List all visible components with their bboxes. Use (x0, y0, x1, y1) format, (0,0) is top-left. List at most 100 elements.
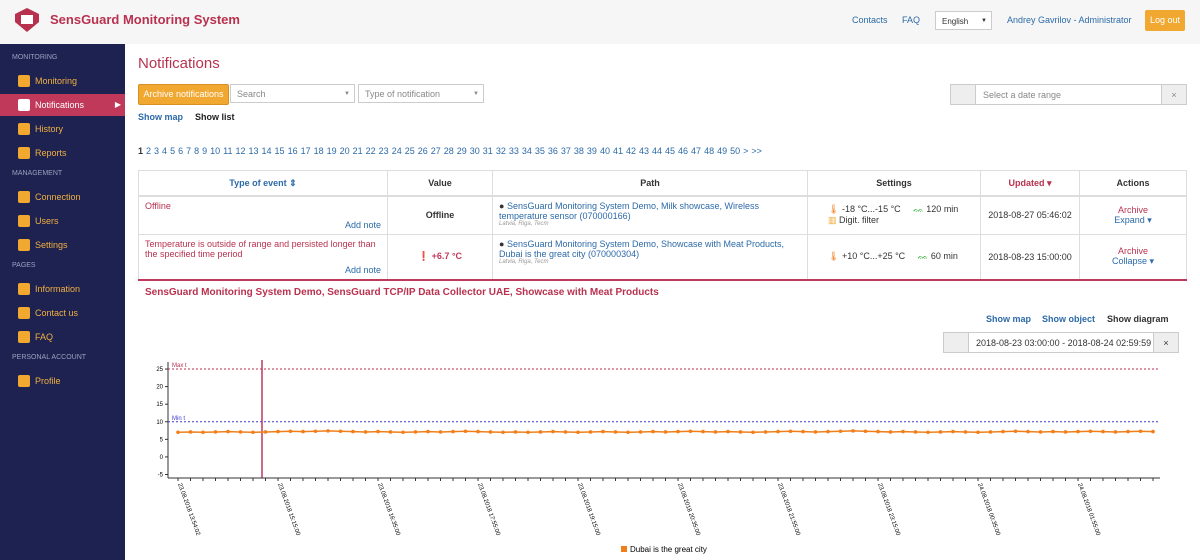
page-link[interactable]: 4 (162, 146, 168, 156)
page-link[interactable]: 6 (178, 146, 184, 156)
page-link[interactable]: 16 (287, 146, 298, 156)
menu-item[interactable]: Reports (0, 142, 125, 164)
page-link[interactable]: 33 (508, 146, 519, 156)
toggle-link[interactable]: Expand (1114, 214, 1145, 225)
menu-item[interactable]: Notifications ▶ (0, 94, 125, 116)
page-link[interactable]: > (743, 146, 749, 156)
page-link[interactable]: 43 (638, 146, 649, 156)
page-link[interactable]: 35 (534, 146, 545, 156)
page-link[interactable]: 42 (625, 146, 636, 156)
page-link[interactable]: 12 (235, 146, 246, 156)
search-input[interactable]: Search ▼ (230, 84, 355, 103)
tab[interactable]: Show diagram (1107, 314, 1169, 324)
page-link[interactable]: 5 (170, 146, 176, 156)
point (338, 429, 343, 434)
page-link[interactable]: 1 (138, 146, 144, 156)
page-link[interactable]: 38 (573, 146, 584, 156)
page-link[interactable]: 39 (586, 146, 597, 156)
page-link[interactable]: 24 (391, 146, 402, 156)
menu-item[interactable]: Connection (0, 186, 125, 208)
page-link[interactable]: 9 (202, 146, 208, 156)
page-link[interactable]: 7 (186, 146, 192, 156)
page-link[interactable]: 27 (430, 146, 441, 156)
nav-link[interactable]: FAQ (902, 15, 921, 25)
page-link[interactable]: 21 (352, 146, 363, 156)
add-note[interactable]: Add note (344, 265, 381, 275)
toggle-link[interactable]: Collapse (1111, 256, 1147, 267)
menu-item[interactable]: Contact us (0, 302, 125, 324)
threshold-label: Min t (172, 416, 185, 422)
page-link[interactable]: 31 (482, 146, 493, 156)
path[interactable]: SensGuard Monitoring System Demo, Showca… (499, 238, 785, 259)
user[interactable]: Andrey Gavrilov - Administrator (1007, 15, 1132, 25)
detail-date-range[interactable]: 2018-08-23 03:00:00 - 2018-08-24 02:59:5… (943, 332, 1179, 353)
page-link[interactable]: 10 (210, 146, 221, 156)
menu-label: Notifications (35, 100, 85, 110)
page-link[interactable]: 18 (313, 146, 324, 156)
archive-link[interactable]: Archive (1117, 204, 1148, 215)
language-select[interactable]: English ▼ (935, 11, 992, 30)
page-link[interactable]: 19 (326, 146, 337, 156)
type-select[interactable]: Type of notification ▼ (358, 84, 484, 103)
menu-item[interactable]: Users (0, 210, 125, 232)
page-link[interactable]: 26 (417, 146, 428, 156)
tab[interactable]: Show map (986, 314, 1032, 324)
menu-item[interactable]: Profile (0, 370, 125, 392)
point (276, 429, 280, 434)
page-link[interactable]: 44 (652, 146, 663, 156)
page-link[interactable]: 32 (495, 146, 506, 156)
archive-link[interactable]: Archive (1117, 246, 1148, 257)
point (1101, 429, 1105, 434)
path[interactable]: SensGuard Monitoring System Demo, Milk s… (499, 201, 760, 221)
page-link[interactable]: 34 (521, 146, 532, 156)
add-note[interactable]: Add note (344, 219, 381, 230)
page-link[interactable]: >> (751, 146, 762, 156)
page-link[interactable]: 2 (146, 146, 152, 156)
page-link[interactable]: 22 (365, 146, 376, 156)
page-link[interactable]: 36 (547, 146, 558, 156)
tab[interactable]: Show object (1042, 314, 1096, 324)
page-link[interactable]: 28 (443, 146, 454, 156)
tab[interactable]: Show list (195, 112, 235, 122)
page-link[interactable]: 41 (612, 146, 623, 156)
menu-item[interactable]: Monitoring (0, 70, 125, 92)
point (1113, 430, 1118, 434)
page-link[interactable]: 17 (300, 146, 311, 156)
date-input[interactable]: Select a date range × (950, 84, 1187, 105)
page-link[interactable]: 29 (456, 146, 467, 156)
column-header[interactable]: Updated ▾ (980, 170, 1080, 197)
page-link[interactable]: 30 (469, 146, 480, 156)
page-link[interactable]: 8 (194, 146, 200, 156)
page-link[interactable]: 47 (691, 146, 702, 156)
menu-item[interactable]: Settings (0, 234, 125, 256)
menu-item[interactable]: Information (0, 278, 125, 300)
page-link[interactable]: 11 (223, 146, 233, 156)
page-link[interactable]: 49 (717, 146, 728, 156)
page-link[interactable]: 40 (599, 146, 610, 156)
updated: 2018-08-27 05:46:02 (980, 195, 1080, 235)
page-link[interactable]: 45 (665, 146, 676, 156)
page-link[interactable]: 14 (261, 146, 272, 156)
point (588, 430, 593, 434)
cell: Temperature is outside of range and pers… (138, 233, 388, 281)
column-header[interactable]: Type of event ⇕ (138, 170, 388, 197)
page-link[interactable]: 46 (678, 146, 689, 156)
nav-link[interactable]: Contacts (852, 15, 888, 25)
page-link[interactable]: 15 (274, 146, 285, 156)
page-link[interactable]: 48 (704, 146, 715, 156)
page-link[interactable]: 37 (560, 146, 571, 156)
page-link[interactable]: 25 (404, 146, 415, 156)
page-link[interactable]: 23 (378, 146, 389, 156)
page-link[interactable]: 13 (248, 146, 259, 156)
page-link[interactable]: 50 (730, 146, 741, 156)
menu-item[interactable]: FAQ (0, 326, 125, 348)
point (438, 430, 443, 434)
page-link[interactable]: 3 (154, 146, 160, 156)
menu-item[interactable]: History (0, 118, 125, 140)
date-range: 2018-08-23 03:00:00 - 2018-08-24 02:59:5… (976, 338, 1152, 348)
point (826, 429, 830, 434)
tab[interactable]: Show map (138, 112, 184, 122)
page-link[interactable]: 20 (339, 146, 350, 156)
archive-button[interactable]: Archive notifications (138, 84, 229, 105)
logout-button[interactable]: Log out (1145, 10, 1185, 31)
